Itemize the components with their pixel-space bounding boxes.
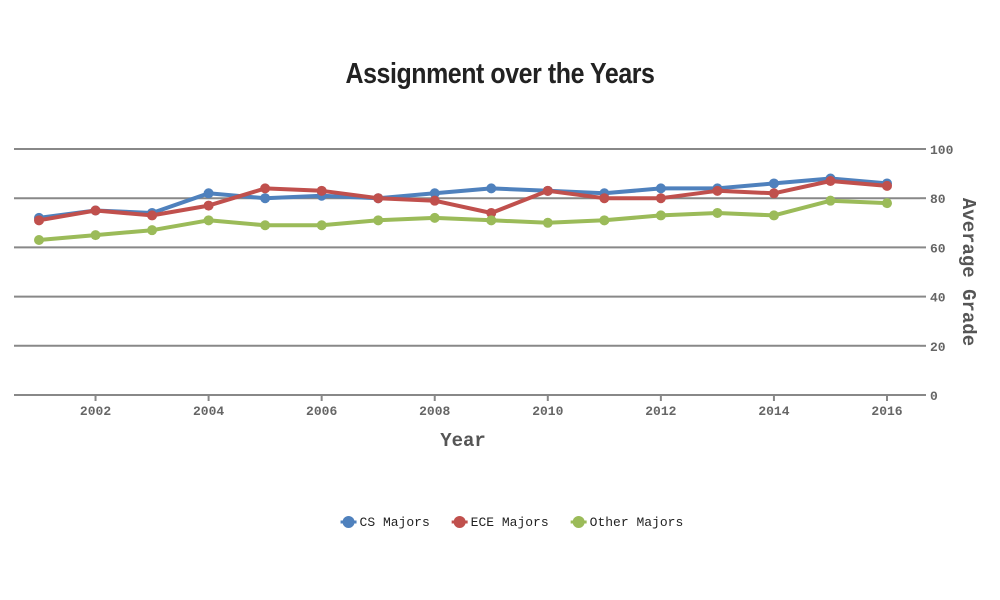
- data-point[interactable]: [90, 230, 101, 241]
- legend-swatch-marker: [342, 516, 355, 528]
- data-point[interactable]: [147, 210, 158, 221]
- data-point[interactable]: [542, 217, 553, 228]
- series-line: [37, 198, 889, 242]
- data-point[interactable]: [429, 212, 440, 223]
- series-ece-majors: [34, 175, 892, 226]
- x-tick-label: 2006: [306, 404, 337, 419]
- data-point[interactable]: [542, 185, 553, 196]
- data-point[interactable]: [373, 193, 384, 204]
- series-other-majors: [34, 195, 892, 246]
- data-point[interactable]: [373, 215, 384, 226]
- y-tick-label: 60: [930, 241, 946, 256]
- legend-swatch-marker: [572, 516, 585, 528]
- data-point[interactable]: [655, 193, 666, 204]
- data-point[interactable]: [882, 198, 892, 209]
- x-tick-label: 2004: [193, 404, 224, 419]
- legend-item-ece-majors[interactable]: ECE Majors: [451, 515, 549, 530]
- x-tick-label: 2008: [419, 404, 450, 419]
- data-point[interactable]: [825, 195, 836, 206]
- data-point[interactable]: [316, 220, 327, 231]
- data-point[interactable]: [203, 188, 214, 199]
- legend-label: Other Majors: [590, 515, 684, 530]
- data-point[interactable]: [882, 180, 892, 191]
- data-point[interactable]: [34, 215, 44, 226]
- legend-item-cs-majors[interactable]: CS Majors: [340, 515, 430, 530]
- data-point[interactable]: [90, 205, 101, 216]
- data-point[interactable]: [768, 178, 779, 189]
- data-point[interactable]: [203, 200, 214, 211]
- data-point[interactable]: [147, 225, 158, 236]
- data-point[interactable]: [260, 183, 271, 194]
- y-tick-label: 40: [930, 291, 946, 306]
- series-line: [37, 179, 889, 223]
- data-point[interactable]: [712, 185, 723, 196]
- data-point[interactable]: [429, 188, 440, 199]
- data-point[interactable]: [655, 183, 666, 194]
- y-tick-label: 100: [930, 143, 954, 158]
- x-tick-label: 2010: [532, 404, 563, 419]
- legend: CS Majors ECE Majors Other Majors: [340, 515, 684, 530]
- series-lines: [34, 173, 892, 246]
- data-point[interactable]: [768, 210, 779, 221]
- data-point[interactable]: [825, 175, 836, 186]
- data-point[interactable]: [203, 215, 214, 226]
- data-point[interactable]: [599, 193, 610, 204]
- legend-item-other-majors[interactable]: Other Majors: [570, 515, 684, 530]
- x-axis-title: Year: [440, 430, 486, 452]
- x-tick-label: 2014: [758, 404, 789, 419]
- chart-title: Assignment over the Years: [345, 58, 655, 90]
- data-point[interactable]: [768, 188, 779, 199]
- data-point[interactable]: [316, 185, 327, 196]
- x-tick-label: 2012: [645, 404, 676, 419]
- grid-lines: [14, 148, 920, 396]
- data-point[interactable]: [599, 215, 610, 226]
- data-point[interactable]: [655, 210, 666, 221]
- legend-label: CS Majors: [360, 515, 430, 530]
- x-tick-label: 2002: [80, 404, 111, 419]
- y-tick-label: 80: [930, 192, 946, 207]
- data-point[interactable]: [429, 195, 440, 206]
- y-tick-label: 20: [930, 340, 946, 355]
- data-point[interactable]: [486, 183, 497, 194]
- series-line: [37, 176, 889, 220]
- data-point[interactable]: [486, 215, 497, 226]
- data-point[interactable]: [712, 207, 723, 218]
- y-axis-ticks: 0 20 40 60 80 100: [920, 143, 954, 404]
- y-tick-label: 0: [930, 389, 938, 404]
- legend-label: ECE Majors: [471, 515, 549, 530]
- data-point[interactable]: [34, 235, 44, 246]
- data-point[interactable]: [260, 193, 271, 204]
- x-tick-label: 2016: [871, 404, 902, 419]
- legend-swatch-marker: [453, 516, 466, 528]
- x-axis-ticks: 2002 2004 2006 2008 2010 2012 2014 2016: [80, 395, 903, 419]
- y-axis-title: Average Grade: [957, 198, 979, 346]
- data-point[interactable]: [486, 207, 497, 218]
- data-point[interactable]: [260, 220, 271, 231]
